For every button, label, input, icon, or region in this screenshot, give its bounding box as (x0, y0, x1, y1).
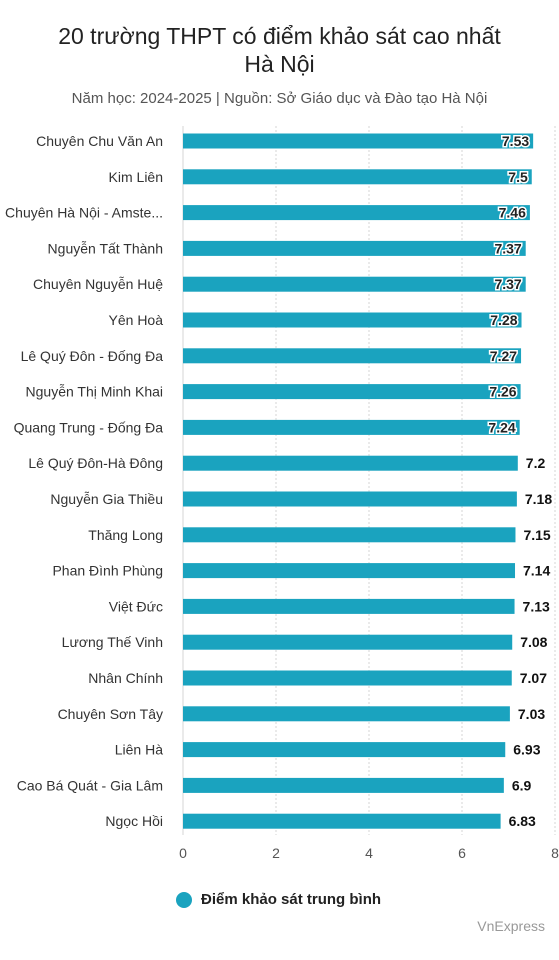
bar-16 (183, 706, 510, 722)
value-label-12: 7.14 (523, 563, 550, 579)
value-label-13: 7.13 (523, 598, 550, 614)
category-label-11: Thăng Long (88, 527, 163, 543)
legend-label: Điểm khảo sát trung bình (201, 891, 382, 908)
category-label-7: Nguyễn Thị Minh Khai (26, 384, 163, 400)
bar-1 (183, 169, 532, 185)
bar-14 (183, 634, 513, 650)
category-label-1: Kim Liên (109, 169, 163, 185)
bar-0 (183, 133, 534, 149)
value-label-14: 7.08 (520, 634, 547, 650)
bar-13 (183, 598, 515, 614)
bar-5 (183, 312, 522, 328)
value-label-3: 7.37 (494, 240, 521, 256)
category-label-10: Nguyễn Gia Thiều (50, 491, 163, 507)
chart-title: 20 trường THPT có điểm khảo sát cao nhất… (0, 22, 559, 78)
category-label-4: Chuyên Nguyễn Huệ (33, 276, 163, 292)
value-label-18: 6.9 (512, 777, 532, 793)
bar-7 (183, 384, 521, 400)
value-label-9: 7.2 (526, 455, 546, 471)
bar-18 (183, 777, 504, 793)
bar-6 (183, 348, 522, 364)
chart-title-line-2: Hà Nội (244, 51, 315, 77)
value-label-6: 7.27 (490, 348, 517, 364)
value-label-11: 7.15 (523, 527, 550, 543)
x-tick-label-1: 2 (272, 845, 280, 861)
category-label-15: Nhân Chính (88, 670, 163, 686)
value-label-19: 6.83 (509, 813, 536, 829)
bar-11 (183, 527, 516, 543)
category-label-0: Chuyên Chu Văn An (36, 133, 163, 149)
bar-chart: 0 2 4 6 8 Chuyên Chu Văn An 7.53 Kim Liên 7.5 Chu… (5, 126, 559, 861)
category-label-14: Lương Thế Vinh (62, 634, 163, 650)
value-label-16: 7.03 (518, 706, 545, 722)
value-label-5: 7.28 (490, 312, 517, 328)
value-label-17: 6.93 (513, 742, 540, 758)
category-label-19: Ngọc Hồi (105, 813, 163, 829)
category-label-8: Quang Trung - Đống Đa (14, 419, 164, 435)
category-label-9: Lê Quý Đôn-Hà Đông (28, 455, 163, 471)
x-tick-label-3: 6 (458, 845, 466, 861)
chart-title-line-1: 20 trường THPT có điểm khảo sát cao nhất (58, 23, 501, 49)
category-label-3: Nguyễn Tất Thành (48, 240, 163, 256)
bar-4 (183, 276, 526, 292)
value-label-4: 7.37 (494, 276, 521, 292)
category-label-17: Liên Hà (115, 742, 163, 758)
value-label-1: 7.5 (508, 169, 528, 185)
bar-17 (183, 742, 506, 758)
bar-8 (183, 419, 520, 435)
value-label-15: 7.07 (520, 670, 547, 686)
category-label-18: Cao Bá Quát - Gia Lâm (17, 777, 163, 793)
x-tick-label-2: 4 (365, 845, 373, 861)
value-label-10: 7.18 (525, 491, 552, 507)
category-label-2: Chuyên Hà Nội - Amste... (5, 205, 163, 221)
value-label-0: 7.53 (502, 133, 529, 149)
chart-subtitle: Năm học: 2024-2025 | Nguồn: Sở Giáo dục … (71, 90, 488, 107)
category-label-12: Phan Đình Phùng (52, 563, 163, 579)
bar-9 (183, 455, 518, 471)
x-tick-label-4: 8 (551, 845, 559, 861)
bar-2 (183, 205, 530, 221)
legend-swatch (176, 891, 192, 908)
category-label-13: Việt Đức (109, 598, 163, 614)
value-label-2: 7.46 (499, 205, 526, 221)
source-credit: VnExpress (477, 918, 545, 934)
value-label-8: 7.24 (488, 419, 515, 435)
bar-19 (183, 813, 501, 829)
bar-3 (183, 240, 526, 256)
bar-12 (183, 563, 516, 579)
category-label-6: Lê Quý Đôn - Đống Đa (21, 348, 164, 364)
category-label-5: Yên Hoà (109, 312, 164, 328)
value-label-7: 7.26 (489, 384, 516, 400)
bar-10 (183, 491, 517, 507)
category-label-16: Chuyên Sơn Tây (58, 706, 163, 722)
x-tick-label-0: 0 (179, 845, 187, 861)
legend: Điểm khảo sát trung bình (176, 891, 381, 908)
bar-15 (183, 670, 512, 686)
